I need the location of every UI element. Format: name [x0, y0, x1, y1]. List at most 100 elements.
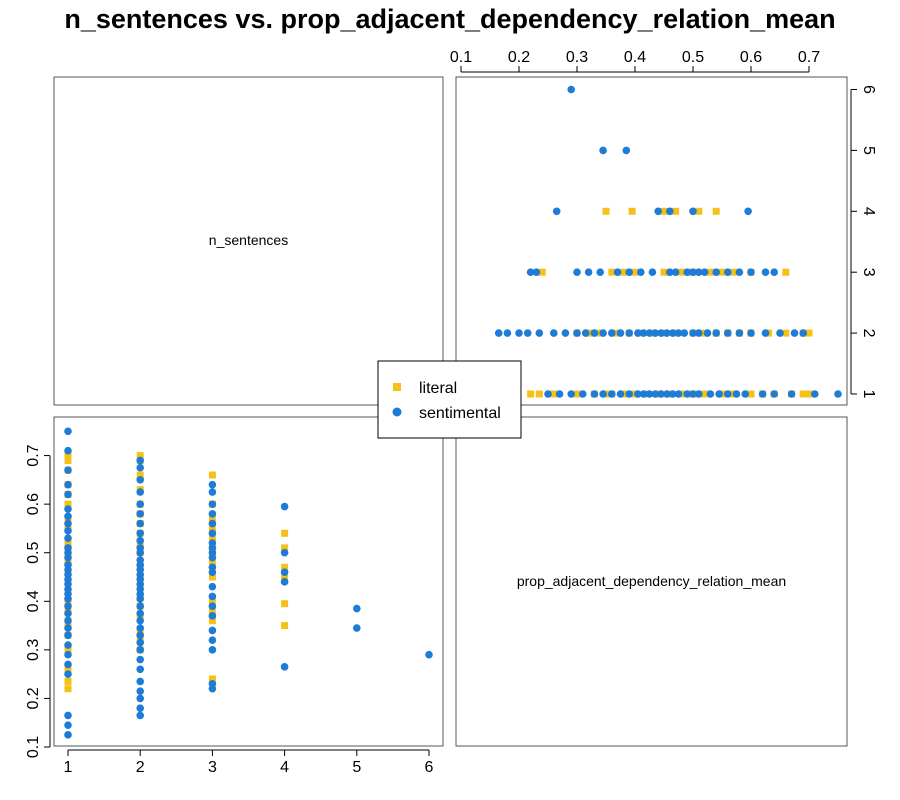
point-literal	[208, 607, 216, 615]
point-sentimental	[712, 329, 720, 337]
point-sentimental	[208, 480, 217, 489]
point-literal	[730, 268, 738, 276]
point-literal	[535, 390, 543, 398]
point-sentimental	[608, 390, 616, 398]
point-literal	[208, 573, 216, 581]
point-sentimental	[689, 268, 697, 277]
point-sentimental	[744, 207, 752, 216]
point-sentimental	[613, 268, 622, 277]
point-sentimental	[573, 329, 581, 337]
point-sentimental	[136, 631, 144, 640]
point-literal	[64, 452, 72, 460]
point-sentimental	[787, 390, 796, 398]
point-sentimental	[552, 207, 561, 216]
point-sentimental	[208, 539, 217, 547]
point-literal	[631, 268, 639, 276]
point-sentimental	[208, 636, 217, 644]
point-sentimental	[208, 563, 217, 572]
point-sentimental	[64, 641, 72, 649]
point-sentimental	[64, 731, 72, 739]
point-sentimental	[695, 390, 703, 398]
point-literal	[660, 207, 668, 215]
point-literal	[538, 268, 546, 276]
point-sentimental	[136, 529, 144, 538]
point-sentimental	[64, 534, 72, 542]
point-sentimental	[712, 268, 720, 277]
point-sentimental	[735, 268, 744, 277]
point-sentimental	[136, 711, 144, 720]
point-sentimental	[64, 427, 72, 436]
point-sentimental	[208, 488, 217, 496]
point-literal	[64, 665, 72, 673]
point-literal	[64, 539, 72, 547]
point-literal	[573, 390, 581, 398]
x-tick-label-bottom: 2	[136, 759, 145, 776]
point-sentimental	[584, 268, 593, 277]
point-sentimental	[683, 390, 691, 398]
point-sentimental	[645, 329, 654, 337]
point-sentimental	[689, 207, 697, 216]
point-literal	[799, 390, 807, 398]
point-sentimental	[639, 390, 648, 398]
point-sentimental	[811, 390, 819, 398]
point-sentimental	[208, 582, 217, 591]
point-sentimental	[599, 329, 607, 337]
point-sentimental	[567, 85, 575, 94]
point-sentimental	[64, 670, 72, 678]
diagonal-label-n-sentences: n_sentences	[209, 232, 288, 248]
x-tick-label-bottom: 4	[280, 759, 289, 776]
point-literal	[281, 573, 289, 581]
x-tick-label-top: 0.2	[508, 49, 530, 66]
point-sentimental	[666, 207, 674, 216]
point-sentimental	[834, 390, 842, 398]
point-sentimental	[674, 390, 683, 398]
point-sentimental	[639, 329, 648, 337]
point-sentimental	[208, 519, 217, 528]
point-sentimental	[590, 329, 599, 337]
x-tick-label-top: 0.6	[740, 49, 762, 66]
point-sentimental	[663, 329, 671, 337]
point-literal	[782, 329, 790, 337]
point-sentimental	[136, 556, 144, 564]
point-sentimental	[64, 711, 72, 720]
x-tick-label-bottom: 1	[64, 759, 73, 776]
point-literal	[208, 515, 216, 523]
point-sentimental	[136, 646, 144, 654]
point-sentimental	[625, 390, 633, 398]
point-sentimental	[64, 512, 72, 521]
point-sentimental	[758, 390, 767, 398]
panel-frame-bl	[53, 416, 444, 747]
point-literal	[672, 207, 680, 215]
point-literal	[695, 207, 703, 215]
point-sentimental	[637, 268, 645, 277]
y-tick-label-right: 4	[860, 207, 877, 216]
x-tick-label-top: 0.4	[624, 49, 646, 66]
point-literal	[64, 646, 72, 654]
y-tick-label-left: 0.4	[25, 590, 42, 612]
y-tick-label-left: 0.2	[25, 687, 42, 709]
point-sentimental	[208, 592, 217, 601]
point-sentimental	[625, 268, 633, 277]
point-sentimental	[280, 663, 289, 671]
legend-marker-sentimental	[392, 407, 402, 417]
point-sentimental	[64, 660, 72, 669]
point-literal	[208, 534, 216, 542]
point-sentimental	[651, 390, 660, 398]
point-literal	[208, 471, 216, 479]
point-sentimental	[136, 510, 144, 518]
point-sentimental	[64, 624, 72, 632]
point-sentimental	[136, 488, 144, 496]
point-sentimental	[64, 446, 72, 455]
x-tick-label-bottom: 5	[352, 759, 361, 776]
point-sentimental	[494, 329, 503, 337]
point-sentimental	[353, 624, 361, 632]
point-sentimental	[770, 268, 778, 277]
point-sentimental	[747, 268, 755, 277]
point-sentimental	[674, 329, 683, 337]
point-sentimental	[136, 655, 144, 664]
point-sentimental	[136, 456, 144, 465]
point-sentimental	[503, 329, 512, 337]
point-sentimental	[715, 390, 723, 398]
point-sentimental	[64, 616, 72, 625]
